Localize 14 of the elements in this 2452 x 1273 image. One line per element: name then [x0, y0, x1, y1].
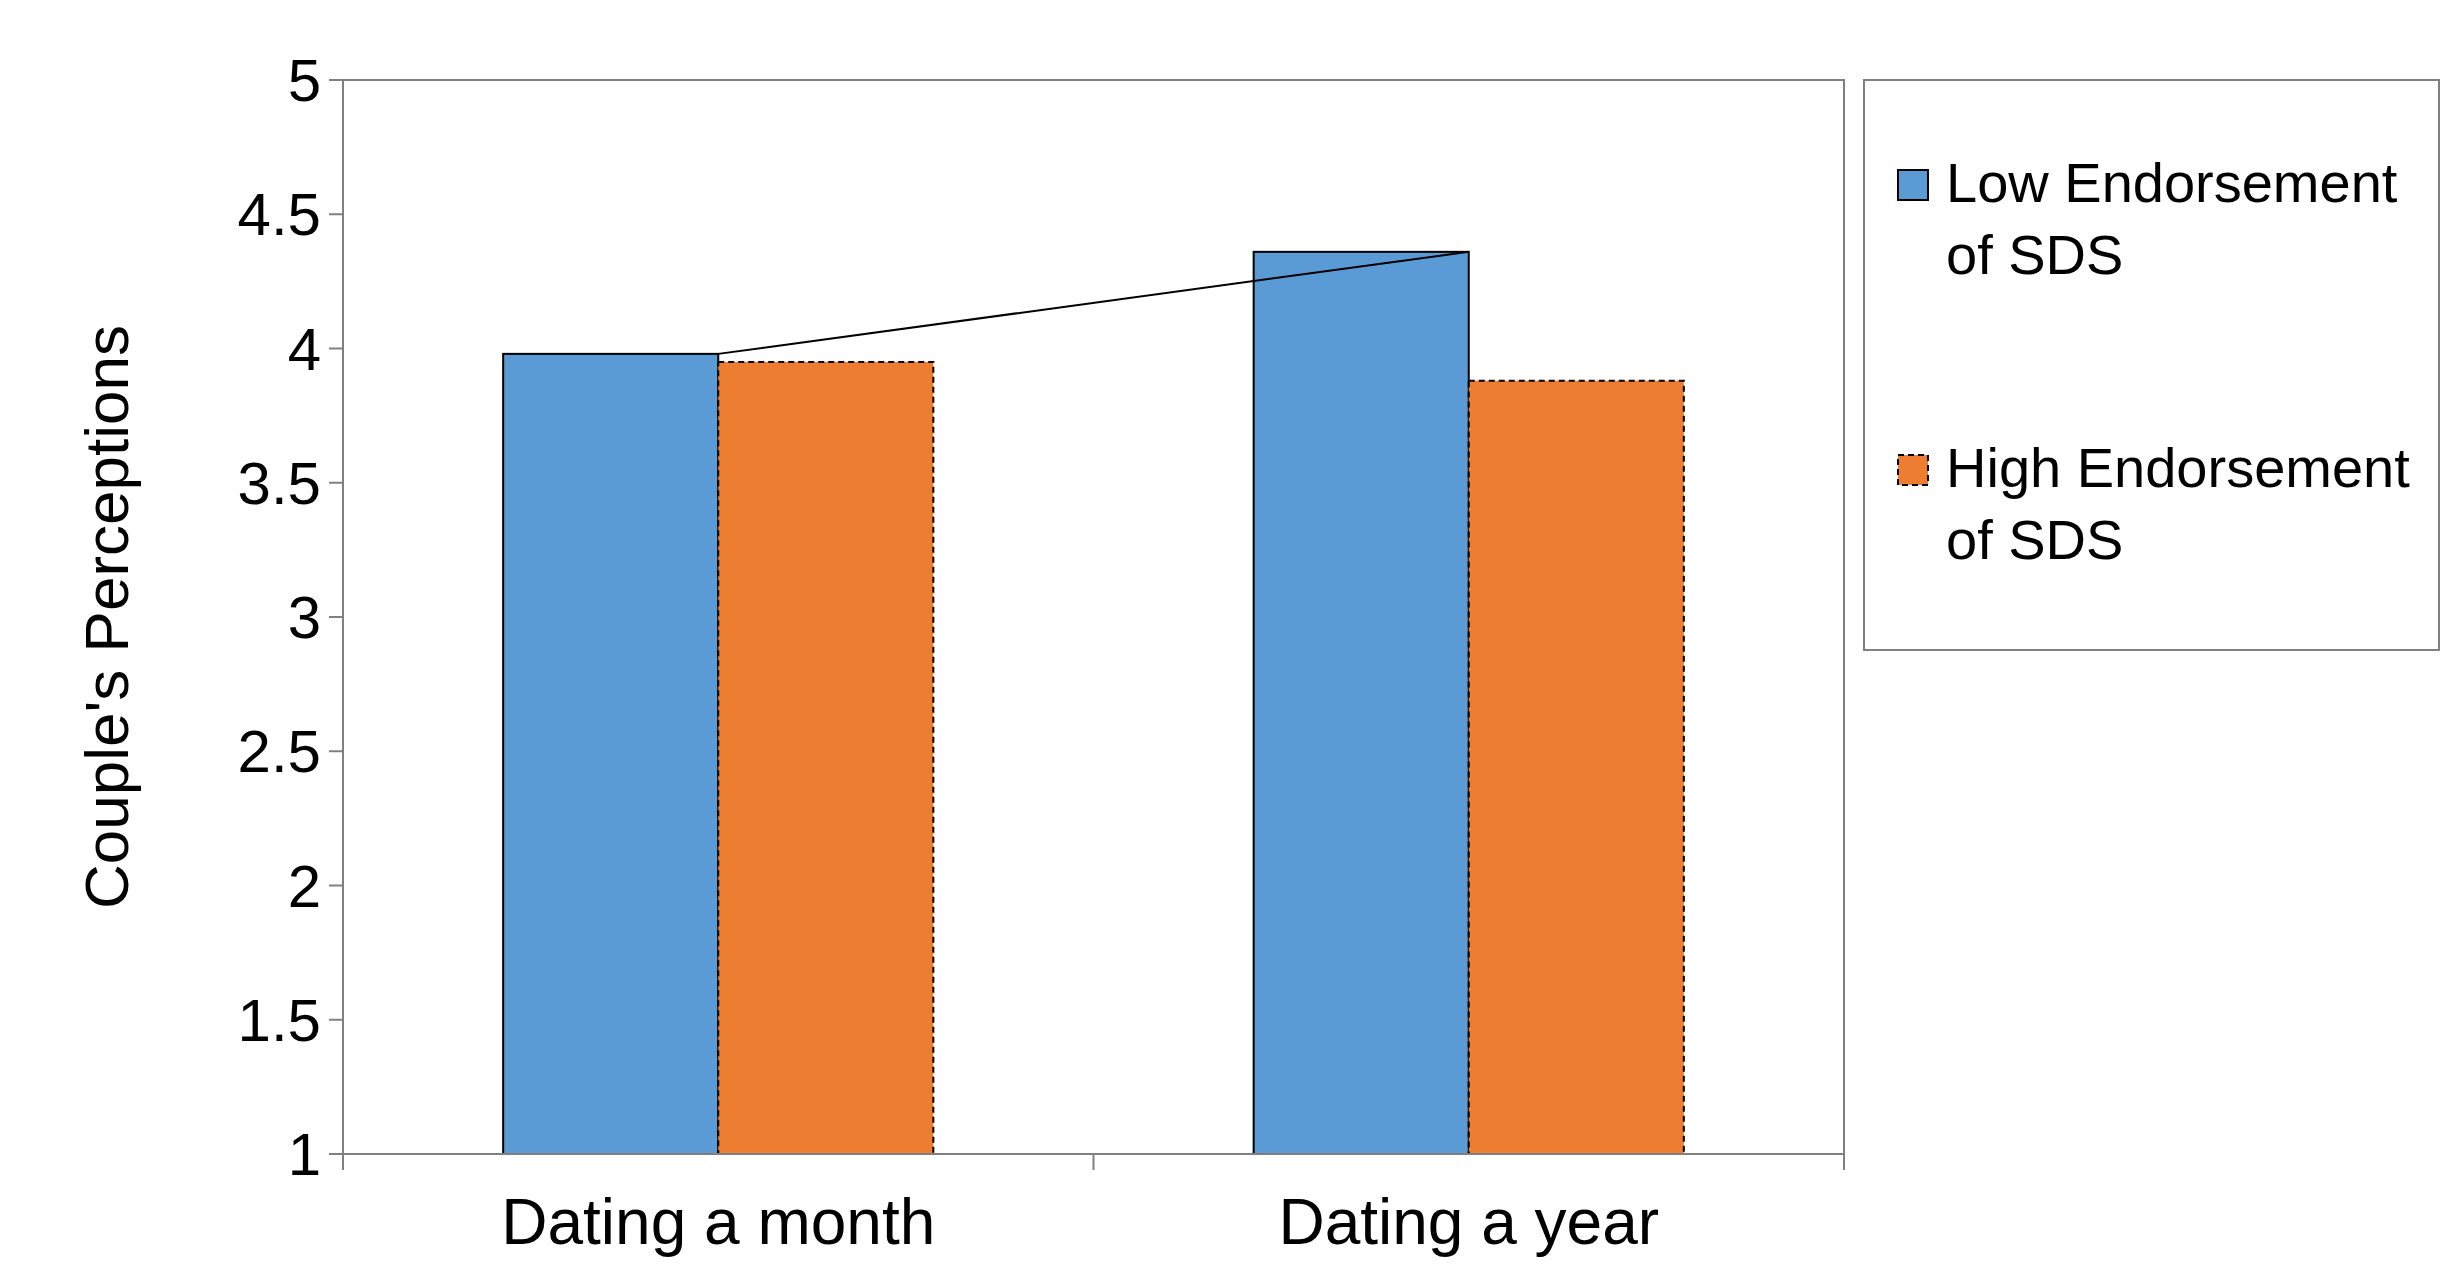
y-tick-label: 1 [287, 1121, 321, 1188]
y-axis-title: Couple's Perceptions [72, 325, 141, 909]
y-tick-label: 1.5 [237, 986, 321, 1054]
legend-label: Low Endorsement of SDS [1946, 151, 2398, 286]
y-tick-label: 4 [287, 315, 321, 383]
y-tick-label: 3.5 [237, 449, 321, 517]
y-tick-label: 3 [287, 584, 321, 651]
x-tick-label: Dating a month [501, 1186, 936, 1258]
y-tick-label: 2.5 [237, 718, 321, 786]
x-tick-label: Dating a year [1278, 1186, 1660, 1258]
legend-label: High Endorsement of SDS [1946, 436, 2411, 571]
y-tick-label: 5 [287, 47, 321, 114]
y-tick-label: 2 [287, 852, 321, 920]
y-tick-label: 4.5 [237, 181, 321, 249]
